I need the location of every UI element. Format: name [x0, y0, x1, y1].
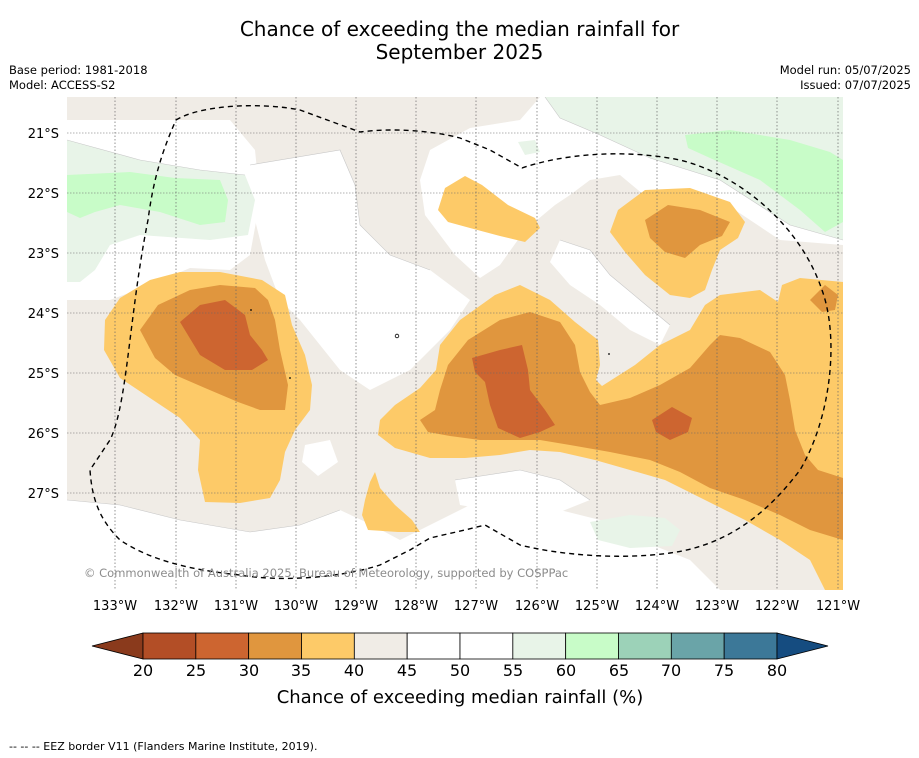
- colorbar-tick: 75: [714, 661, 734, 680]
- colorbar-swatch: [670, 632, 725, 660]
- orange-area-northeast: [645, 205, 730, 258]
- colorbar-ticks: 20 25 30 35 40 45 50 55 60 65 70 75 80: [133, 661, 787, 680]
- colorbar-swatch: [723, 632, 778, 660]
- lon-label: 127°W: [454, 599, 498, 614]
- lon-label: 129°W: [334, 599, 378, 614]
- latitude-labels: 21°S 22°S 23°S 24°S 25°S 26°S 27°S: [28, 127, 59, 502]
- model-name: Model: ACCESS-S2: [9, 78, 116, 92]
- island-marker: [250, 309, 252, 311]
- yellow-area-south-spike: [362, 472, 420, 532]
- colorbar-extend-low: [91, 632, 144, 660]
- white-area-southeast: [455, 470, 590, 512]
- colorbar-swatch: [195, 632, 250, 660]
- base-period: Base period: 1981-2018: [9, 63, 148, 77]
- title-line-1: Chance of exceeding the median rainfall …: [239, 17, 680, 41]
- green-core-northwest: [67, 172, 228, 225]
- colorbar-swatch: [512, 632, 567, 660]
- meta-left: Base period: 1981-2018 Model: ACCESS-S2: [9, 63, 148, 93]
- colorbar-tick: 50: [450, 661, 470, 680]
- colorbar-tick: 30: [239, 661, 259, 680]
- lon-label: 128°W: [394, 599, 438, 614]
- graticule-parallels: [67, 132, 843, 494]
- lat-label: 23°S: [28, 247, 59, 262]
- colorbar-swatch: [301, 632, 355, 660]
- lon-label: 126°W: [515, 599, 559, 614]
- lon-label: 124°W: [635, 599, 679, 614]
- colorbar-tick: 35: [291, 661, 311, 680]
- lon-label: 130°W: [274, 599, 318, 614]
- lat-label: 24°S: [28, 307, 59, 322]
- lat-label: 27°S: [28, 487, 59, 502]
- model-run: Model run: 05/07/2025: [779, 63, 911, 77]
- colorbar: [91, 632, 829, 660]
- dark-orange-area-west: [180, 300, 268, 370]
- meta-right: Model run: 05/07/2025 Issued: 07/07/2025: [780, 63, 911, 93]
- colorbar-tick: 55: [503, 661, 523, 680]
- colorbar-tick: 45: [397, 661, 417, 680]
- dark-orange-area-centre: [472, 345, 555, 438]
- yellow-area-north-centre: [438, 176, 540, 242]
- white-area-east: [550, 240, 670, 345]
- colorbar-tick: 65: [609, 661, 629, 680]
- white-area-small: [302, 440, 338, 476]
- colorbar-swatch: [353, 632, 408, 660]
- map-title: Chance of exceeding the median rainfall …: [0, 18, 919, 64]
- colorbar-swatch: [406, 632, 461, 660]
- lon-label: 132°W: [154, 599, 198, 614]
- colorbar-swatch: [142, 632, 197, 660]
- eez-border: [89, 105, 832, 580]
- lon-label: 123°W: [695, 599, 739, 614]
- colorbar-tick: 80: [767, 661, 787, 680]
- footer-legend: -- -- -- EEZ border V11 (Flanders Marine…: [9, 740, 318, 753]
- colorbar-tick: 60: [556, 661, 576, 680]
- contour-lines: [67, 97, 843, 533]
- map-plot-area: © Commonwealth of Australia 2025, Bureau…: [67, 97, 843, 590]
- colorbar-swatch: [618, 632, 672, 660]
- colorbar-tick: 70: [661, 661, 681, 680]
- title-line-2: September 2025: [375, 40, 544, 64]
- orange-area-east-edge: [810, 285, 838, 312]
- lon-label: 131°W: [214, 599, 258, 614]
- lon-label: 133°W: [93, 599, 137, 614]
- colorbar-label: Chance of exceeding median rainfall (%): [277, 687, 644, 708]
- longitude-labels: 133°W 132°W 131°W 130°W 129°W 128°W 127°…: [93, 599, 860, 614]
- lon-label: 122°W: [755, 599, 799, 614]
- colorbar-extend-high: [776, 632, 829, 660]
- colorbar-swatch: [459, 632, 514, 660]
- island-marker: [608, 353, 610, 355]
- colorbar-swatch: [248, 632, 302, 660]
- lat-label: 22°S: [28, 187, 59, 202]
- green-area-south: [590, 515, 680, 548]
- lat-label: 26°S: [28, 427, 59, 442]
- green-area-small: [518, 140, 540, 155]
- lat-label: 21°S: [28, 127, 59, 142]
- dark-orange-area-east: [652, 407, 692, 440]
- lat-label: 25°S: [28, 367, 59, 382]
- copyright-text: © Commonwealth of Australia 2025, Bureau…: [84, 566, 568, 580]
- colorbar-tick: 40: [344, 661, 364, 680]
- green-core-northeast: [685, 130, 843, 232]
- white-area-centre: [250, 150, 470, 390]
- colorbar-tick: 25: [186, 661, 206, 680]
- issued-date: Issued: 07/07/2025: [800, 78, 911, 92]
- lon-label: 121°W: [816, 599, 860, 614]
- colorbar-tick: 20: [133, 661, 153, 680]
- colorbar-swatch: [565, 632, 619, 660]
- island-marker: [394, 333, 400, 339]
- island-marker: [289, 377, 291, 379]
- graticule-meridians: [114, 97, 839, 590]
- white-area-south: [67, 500, 720, 590]
- lon-label: 125°W: [575, 599, 619, 614]
